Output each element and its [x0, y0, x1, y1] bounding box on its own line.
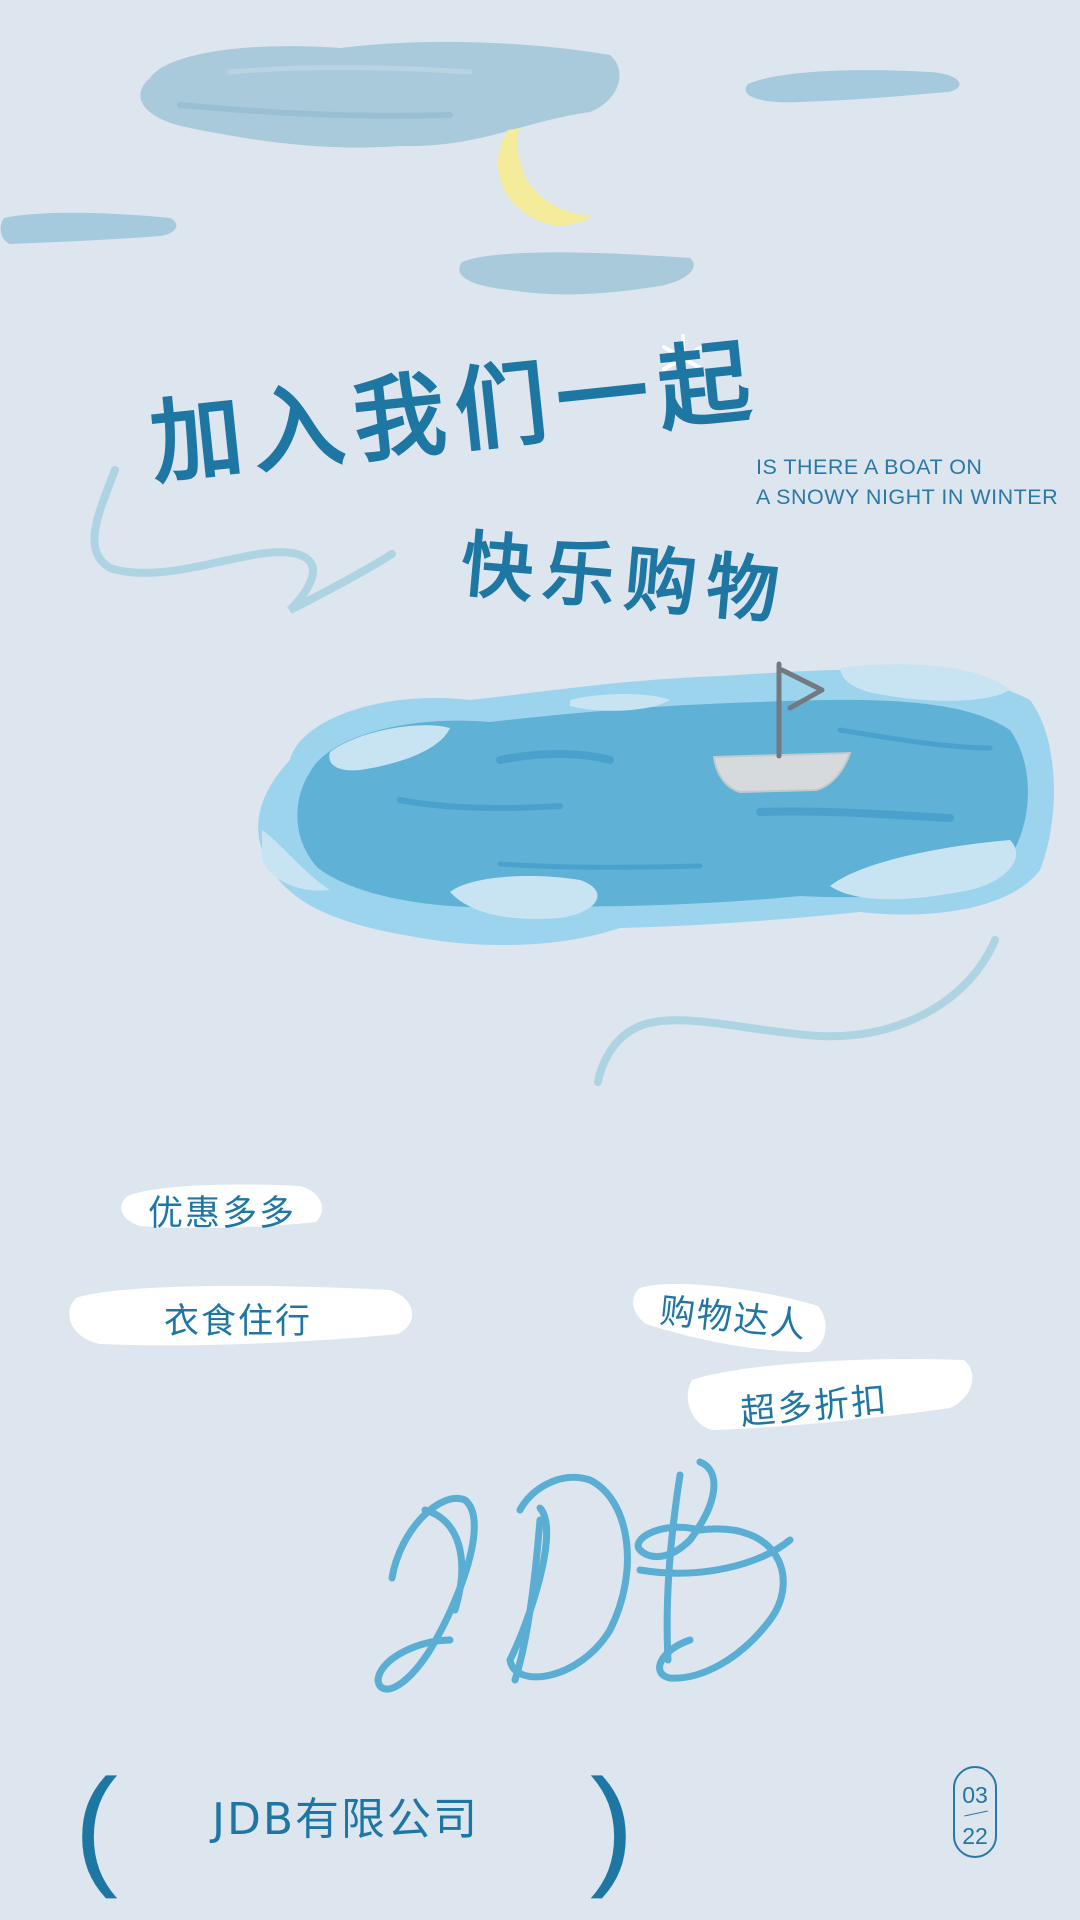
english-tagline-line-2: A SNOWY NIGHT IN WINTER	[756, 485, 1059, 509]
logo-script	[374, 1458, 794, 1693]
cloud-icon	[745, 70, 960, 103]
flag-icon	[779, 667, 825, 711]
english-tagline: IS THERE A BOAT ON A SNOWY NIGHT IN WINT…	[756, 452, 1058, 512]
moon-icon	[497, 128, 592, 226]
tag-food-clothing-housing-travel: 衣食住行	[164, 1302, 313, 1342]
boat-icon	[712, 661, 852, 794]
date-month: 03	[962, 1782, 988, 1808]
snowflake-icon	[662, 334, 704, 382]
right-parenthesis: )	[590, 1752, 634, 1899]
date-badge: 03 22	[953, 1766, 997, 1858]
cloud-icon	[0, 212, 177, 244]
date-day: 22	[962, 1823, 988, 1849]
company-name: JDB有限公司	[212, 1794, 480, 1845]
cloud-icon	[140, 41, 620, 148]
cloud-icon	[459, 252, 694, 295]
date-divider	[964, 1810, 988, 1817]
english-tagline-line-1: IS THERE A BOAT ON	[756, 455, 983, 479]
left-parenthesis: (	[74, 1752, 118, 1899]
tag-discounts-many: 优惠多多	[148, 1194, 297, 1234]
